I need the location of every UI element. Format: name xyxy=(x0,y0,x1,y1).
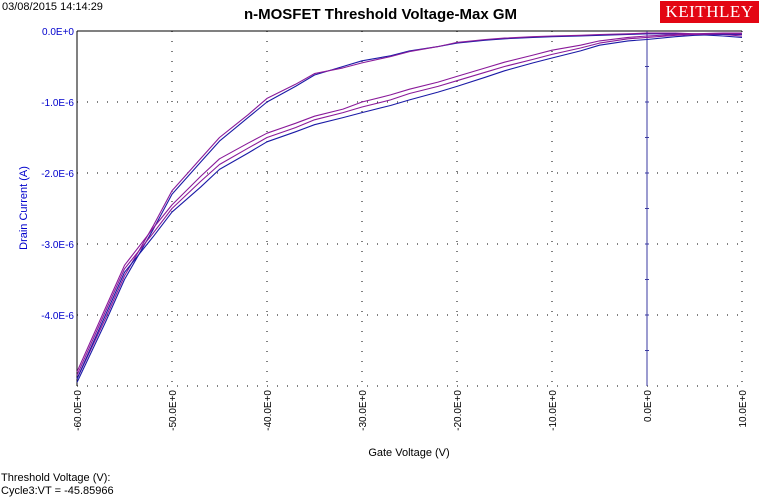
y-tick-labels: 0.0E+0 -1.0E-6 -2.0E-6 -3.0E-6 -4.0E-6 xyxy=(41,27,74,322)
keithley-logo: KEITHLEY xyxy=(660,1,759,23)
footer-threshold-value: Cycle3:VT = -45.85966 xyxy=(1,485,114,497)
series-layer xyxy=(76,32,743,383)
timestamp: 03/08/2015 14:14:29 xyxy=(2,1,103,13)
x-axis-label: Gate Voltage (V) xyxy=(368,447,449,459)
series-line-5 xyxy=(76,32,742,373)
x-tick-label: 10.0E+0 xyxy=(738,390,749,428)
y-tick-label: -1.0E-6 xyxy=(41,98,74,109)
cursor-layer xyxy=(645,31,649,386)
series-line-1 xyxy=(76,33,743,383)
footer-threshold-label: Threshold Voltage (V): xyxy=(1,472,111,484)
y-tick-label: -2.0E-6 xyxy=(41,169,74,180)
x-tick-label: -30.0E+0 xyxy=(358,390,369,431)
series-line-3 xyxy=(76,33,742,380)
y-tick-label: -3.0E-6 xyxy=(41,240,74,251)
x-tick-label: -50.0E+0 xyxy=(168,390,179,431)
y-axis-label: Drain Current (A) xyxy=(18,166,30,250)
x-tick-labels: -60.0E+0 -50.0E+0 -40.0E+0 -30.0E+0 -20.0E+0… xyxy=(73,390,749,431)
y-tick-label: -4.0E-6 xyxy=(41,311,74,322)
x-tick-label: 0.0E+0 xyxy=(643,390,654,422)
x-tick-label: -20.0E+0 xyxy=(453,390,464,431)
series-line-4 xyxy=(76,33,742,376)
axes-layer xyxy=(76,30,742,386)
x-tick-label: -40.0E+0 xyxy=(263,390,274,431)
x-tick-label: -10.0E+0 xyxy=(548,390,559,431)
series-line-2 xyxy=(76,32,743,380)
chart-title: n-MOSFET Threshold Voltage-Max GM xyxy=(243,6,518,23)
x-tick-label: -60.0E+0 xyxy=(73,390,84,431)
y-tick-label: 0.0E+0 xyxy=(42,27,74,38)
